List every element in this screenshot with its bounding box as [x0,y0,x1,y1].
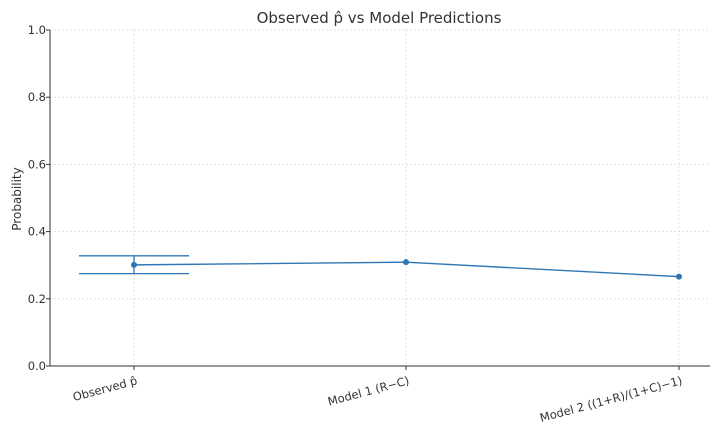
data-point [131,261,137,268]
chart-title: Observed p̂ vs Model Predictions [257,9,502,27]
y-tick-label: 1.0 [28,23,46,37]
y-tick-label: 0.2 [28,292,46,306]
y-tick-label: 0.4 [28,225,46,239]
series [131,259,682,280]
x-tick-label: Model 2 ((1+R)/(1+C)−1) [538,373,683,425]
y-ticks: 0.0 0.2 0.4 0.6 0.8 1.0 [28,23,50,373]
axes [49,30,710,367]
y-tick-label: 0.0 [28,359,46,373]
x-ticks: Observed p̂ Model 1 (R−C) Model 2 ((1+R)/(… [71,366,684,425]
x-tick-label: Observed p̂ [71,373,139,404]
y-tick-label: 0.8 [28,90,46,104]
y-tick-label: 0.6 [28,157,46,171]
data-point [403,259,409,266]
y-axis-label: Probability [10,167,24,230]
data-point [676,273,682,280]
x-tick-label: Model 1 (R−C) [326,373,411,408]
grid [50,29,710,367]
